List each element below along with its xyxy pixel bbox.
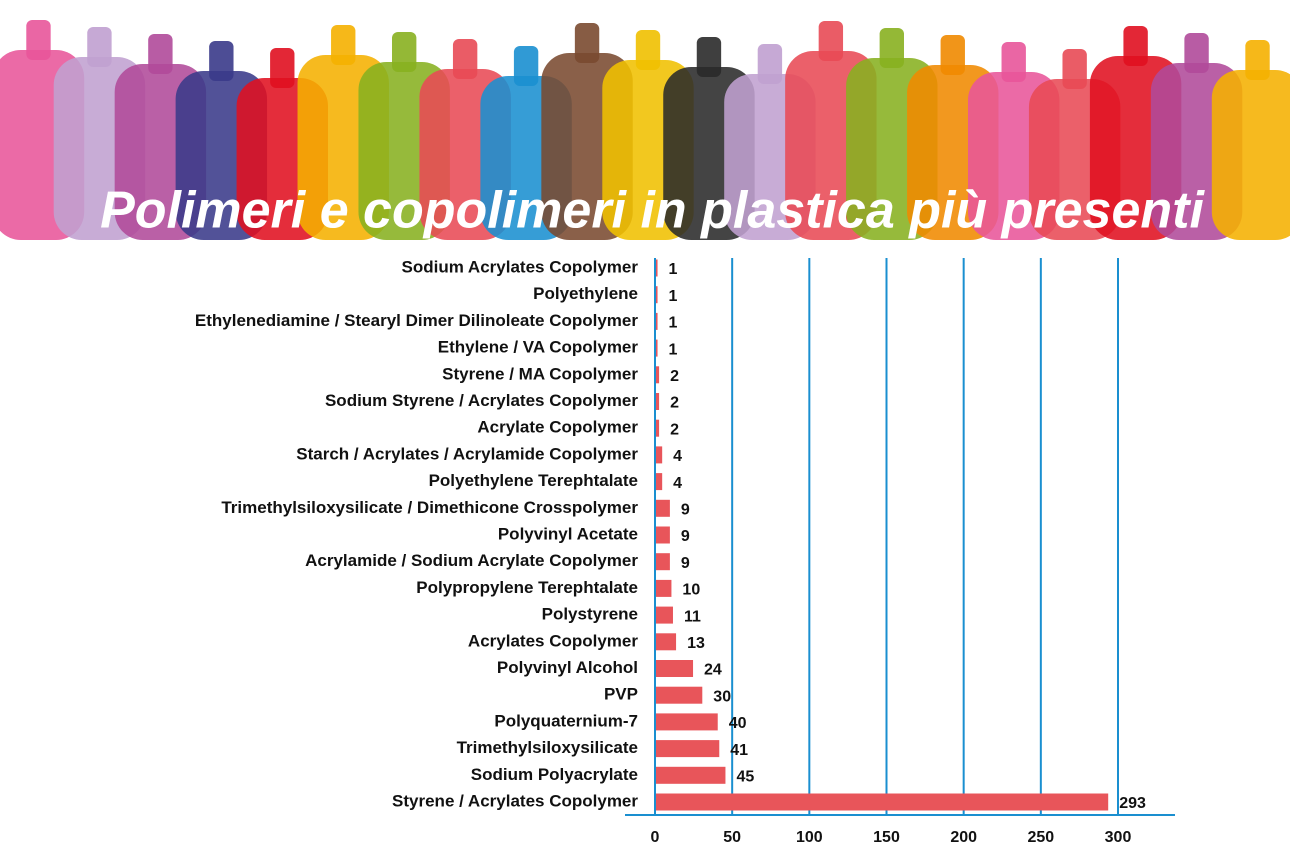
category-label: Ethylenediamine / Stearyl Dimer Dilinole… bbox=[195, 311, 638, 330]
bar bbox=[656, 420, 659, 437]
category-label: Polyquaternium-7 bbox=[494, 711, 638, 730]
bar bbox=[656, 740, 719, 757]
value-label: 4 bbox=[673, 448, 682, 465]
bar bbox=[656, 527, 670, 544]
chart: Polimeri e copolimeri in plastica più pr… bbox=[0, 0, 1290, 848]
category-label: Acrylamide / Sodium Acrylate Copolymer bbox=[305, 551, 638, 570]
bottle-body bbox=[1212, 70, 1290, 240]
category-label: Styrene / Acrylates Copolymer bbox=[392, 791, 638, 810]
category-label: Trimethylsiloxysilicate bbox=[457, 738, 638, 757]
value-label: 10 bbox=[682, 582, 700, 599]
bar bbox=[656, 313, 658, 330]
category-label: PVP bbox=[604, 685, 638, 704]
bar bbox=[656, 553, 670, 570]
x-tick-label: 0 bbox=[651, 829, 660, 846]
value-label: 1 bbox=[669, 315, 678, 332]
value-label: 41 bbox=[730, 742, 748, 759]
bar bbox=[656, 633, 676, 650]
bar bbox=[656, 660, 693, 677]
value-label: 24 bbox=[704, 662, 722, 679]
bar bbox=[656, 393, 659, 410]
category-label: Polystyrene bbox=[542, 605, 638, 624]
bar bbox=[656, 713, 718, 730]
category-label: Styrene / MA Copolymer bbox=[442, 364, 638, 383]
bar bbox=[656, 607, 673, 624]
bar bbox=[656, 446, 662, 463]
x-tick-label: 200 bbox=[950, 829, 977, 846]
category-label: Sodium Polyacrylate bbox=[471, 765, 638, 784]
category-label: Acrylate Copolymer bbox=[477, 418, 638, 437]
x-tick-label: 100 bbox=[796, 829, 823, 846]
x-tick-label: 250 bbox=[1027, 829, 1054, 846]
value-label: 30 bbox=[713, 688, 731, 705]
value-label: 40 bbox=[729, 715, 747, 732]
value-label: 2 bbox=[670, 395, 679, 412]
x-tick-label: 300 bbox=[1105, 829, 1132, 846]
value-label: 9 bbox=[681, 502, 690, 519]
value-label: 9 bbox=[681, 555, 690, 572]
category-label: Polyvinyl Alcohol bbox=[497, 658, 638, 677]
value-label: 293 bbox=[1119, 795, 1146, 812]
x-tick-label: 50 bbox=[723, 829, 741, 846]
category-label: Polyvinyl Acetate bbox=[498, 524, 638, 543]
bar bbox=[656, 687, 702, 704]
category-label: Ethylene / VA Copolymer bbox=[438, 338, 639, 357]
bar bbox=[656, 500, 670, 517]
value-label: 2 bbox=[670, 421, 679, 438]
category-label: Sodium Acrylates Copolymer bbox=[402, 257, 639, 276]
value-label: 1 bbox=[669, 288, 678, 305]
bar bbox=[656, 340, 658, 357]
value-label: 1 bbox=[669, 261, 678, 278]
category-label: Polyethylene bbox=[533, 284, 638, 303]
category-label: Acrylates Copolymer bbox=[468, 631, 638, 650]
value-label: 45 bbox=[736, 769, 754, 786]
value-label: 9 bbox=[681, 528, 690, 545]
bar bbox=[656, 260, 658, 277]
bar bbox=[656, 366, 659, 383]
bar bbox=[656, 767, 725, 784]
bar bbox=[656, 473, 662, 490]
value-label: 2 bbox=[670, 368, 679, 385]
value-label: 1 bbox=[669, 341, 678, 358]
category-label: Sodium Styrene / Acrylates Copolymer bbox=[325, 391, 638, 410]
category-label: Trimethylsiloxysilicate / Dimethicone Cr… bbox=[221, 498, 638, 517]
category-label: Polypropylene Terephtalate bbox=[416, 578, 638, 597]
value-label: 4 bbox=[673, 475, 682, 492]
value-label: 13 bbox=[687, 635, 705, 652]
x-tick-label: 150 bbox=[873, 829, 900, 846]
bar bbox=[656, 286, 658, 303]
bar bbox=[656, 794, 1108, 811]
bar bbox=[656, 580, 671, 597]
chart-title: Polimeri e copolimeri in plastica più pr… bbox=[100, 182, 1205, 240]
category-label: Polyethylene Terephtalate bbox=[429, 471, 638, 490]
category-label: Starch / Acrylates / Acrylamide Copolyme… bbox=[296, 444, 638, 463]
value-label: 11 bbox=[684, 608, 701, 625]
